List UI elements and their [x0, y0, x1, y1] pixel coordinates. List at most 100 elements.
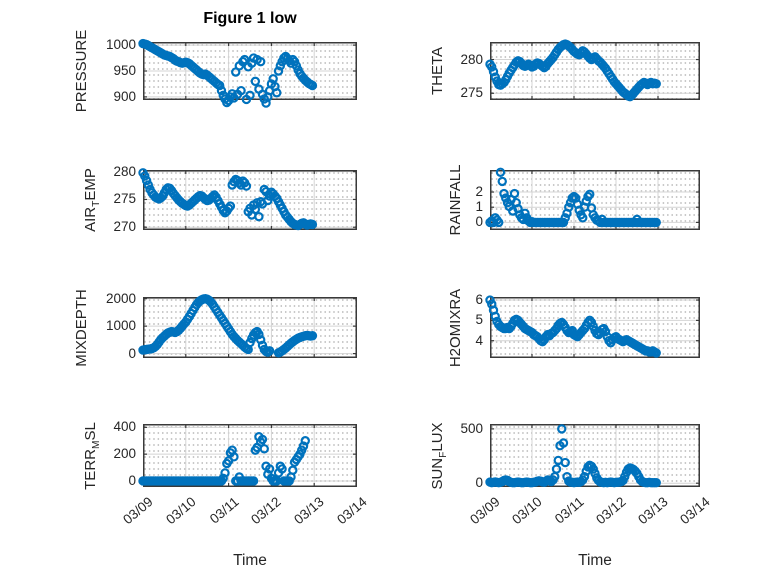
data-point-marker: [558, 438, 569, 448]
scatter-series-pressure: [138, 38, 318, 108]
y-tick-label: 280: [460, 51, 483, 67]
plot-area: [138, 38, 357, 108]
y-tick-label: 1000: [105, 318, 136, 334]
y-tick-label: 0: [128, 345, 136, 361]
axes-box: [490, 424, 700, 487]
data-point-marker: [143, 180, 154, 190]
data-point-marker: [250, 76, 261, 87]
y-axis-label-mixdepth: MIXDEPTH: [73, 288, 90, 367]
y-tick-label: 1000: [105, 37, 136, 53]
data-point-marker: [564, 202, 574, 212]
subplot-air-temp: AIRTEMP 270 275 280: [82, 164, 357, 234]
data-point-marker: [216, 85, 227, 96]
plot-area: [485, 295, 700, 358]
data-point-marker: [140, 171, 150, 181]
data-point-marker: [254, 211, 264, 222]
data-point-marker: [225, 201, 236, 211]
x-tick-label: 03/13: [635, 494, 671, 528]
plot-area: [485, 424, 700, 488]
plot-area: [485, 167, 700, 230]
data-point-marker: [300, 436, 310, 446]
data-point-marker: [259, 444, 269, 454]
data-point-marker: [551, 464, 562, 474]
y-tick-label: 2: [475, 184, 483, 200]
data-point-marker: [229, 452, 239, 462]
y-axis-label-theta: THETA: [429, 46, 446, 96]
data-point-marker: [239, 54, 250, 65]
axes-box: [490, 42, 700, 100]
subplot-mixdepth: MIXDEPTH 0 1000 2000: [73, 289, 357, 366]
y-axis-label-air-temp: AIRTEMP: [82, 168, 102, 232]
x-tick-label: 03/12: [248, 494, 285, 528]
x-tick-label: 03/12: [593, 494, 629, 528]
plot-area: [138, 424, 357, 487]
y-axis-label-rainfall: RAINFALL: [447, 164, 464, 236]
data-point-marker: [520, 208, 530, 218]
x-tick-label: 03/14: [677, 494, 713, 528]
y-tick-label: 5: [475, 312, 483, 328]
data-point-marker: [298, 441, 309, 451]
y-tick-label: 0: [475, 475, 483, 491]
data-point-marker: [307, 80, 318, 91]
subplot-pressure: PRESSURE 900 950 1000: [73, 30, 357, 112]
data-point-marker: [268, 74, 278, 84]
data-point-marker: [241, 181, 252, 191]
data-point-marker: [497, 176, 507, 187]
data-point-marker: [263, 195, 273, 206]
scatter-series-theta: [485, 39, 661, 102]
y-tick-label: 275: [460, 85, 483, 101]
data-point-marker: [264, 346, 275, 356]
y-tick-label: 6: [475, 292, 483, 308]
subplot-terr-msl: TERRMSL 0 200 400 03/09 03/10 03/11 03/12 03/13…: [82, 419, 370, 527]
data-point-marker: [273, 66, 284, 76]
plot-area: [485, 39, 700, 102]
data-point-marker: [501, 193, 511, 203]
axes-box: [143, 297, 357, 358]
figure-title: Figure 1 low: [203, 10, 297, 27]
data-point-marker: [585, 189, 595, 199]
data-point-marker: [651, 79, 661, 89]
x-tick-label: 03/11: [206, 494, 242, 527]
x-tick-label: 03/13: [291, 494, 327, 528]
axes-box: [490, 297, 700, 358]
data-point-marker: [581, 196, 591, 206]
data-point-marker: [560, 457, 570, 468]
x-axis-title-right: Time: [578, 552, 612, 569]
y-tick-label: 4: [475, 332, 483, 348]
plot-area: [138, 168, 357, 231]
data-point-marker: [651, 348, 661, 358]
y-axis-label-pressure: PRESSURE: [73, 29, 90, 113]
scatter-series-terr_msl: [138, 432, 310, 486]
scatter-series-sun_flux: [485, 424, 661, 488]
y-tick-label: 400: [113, 419, 136, 435]
data-point-marker: [488, 66, 499, 77]
y-tick-label: 2000: [105, 290, 136, 306]
data-point-marker: [141, 175, 152, 186]
data-point-marker: [248, 476, 259, 486]
y-tick-label: 500: [460, 420, 483, 436]
y-tick-label: 950: [113, 63, 136, 78]
data-point-marker: [557, 424, 567, 434]
data-point-marker: [272, 88, 282, 98]
data-point-marker: [220, 468, 230, 478]
data-point-marker: [218, 473, 228, 483]
x-tick-label: 03/11: [551, 494, 587, 527]
y-tick-label: 1: [475, 199, 483, 215]
y-tick-label: 900: [113, 88, 136, 104]
data-point-marker: [254, 329, 264, 340]
data-point-marker: [620, 471, 630, 482]
subplot-sun-flux: SUNFLUX 0 500 03/09 03/10 03/11 03/12 03/13 03/…: [429, 421, 713, 527]
data-point-marker: [558, 217, 569, 228]
y-axis-label-sun-flux: SUNFLUX: [429, 421, 449, 490]
data-point-marker: [277, 464, 287, 474]
data-point-marker: [307, 219, 318, 230]
data-point-marker: [214, 80, 225, 91]
data-point-marker: [236, 85, 246, 96]
x-tick-label: 03/10: [509, 494, 545, 528]
plot-area: [138, 293, 357, 358]
axes-box: [143, 424, 357, 487]
x-tick-label: 03/10: [162, 494, 199, 528]
data-point-marker: [588, 464, 598, 474]
data-point-marker: [257, 434, 268, 445]
